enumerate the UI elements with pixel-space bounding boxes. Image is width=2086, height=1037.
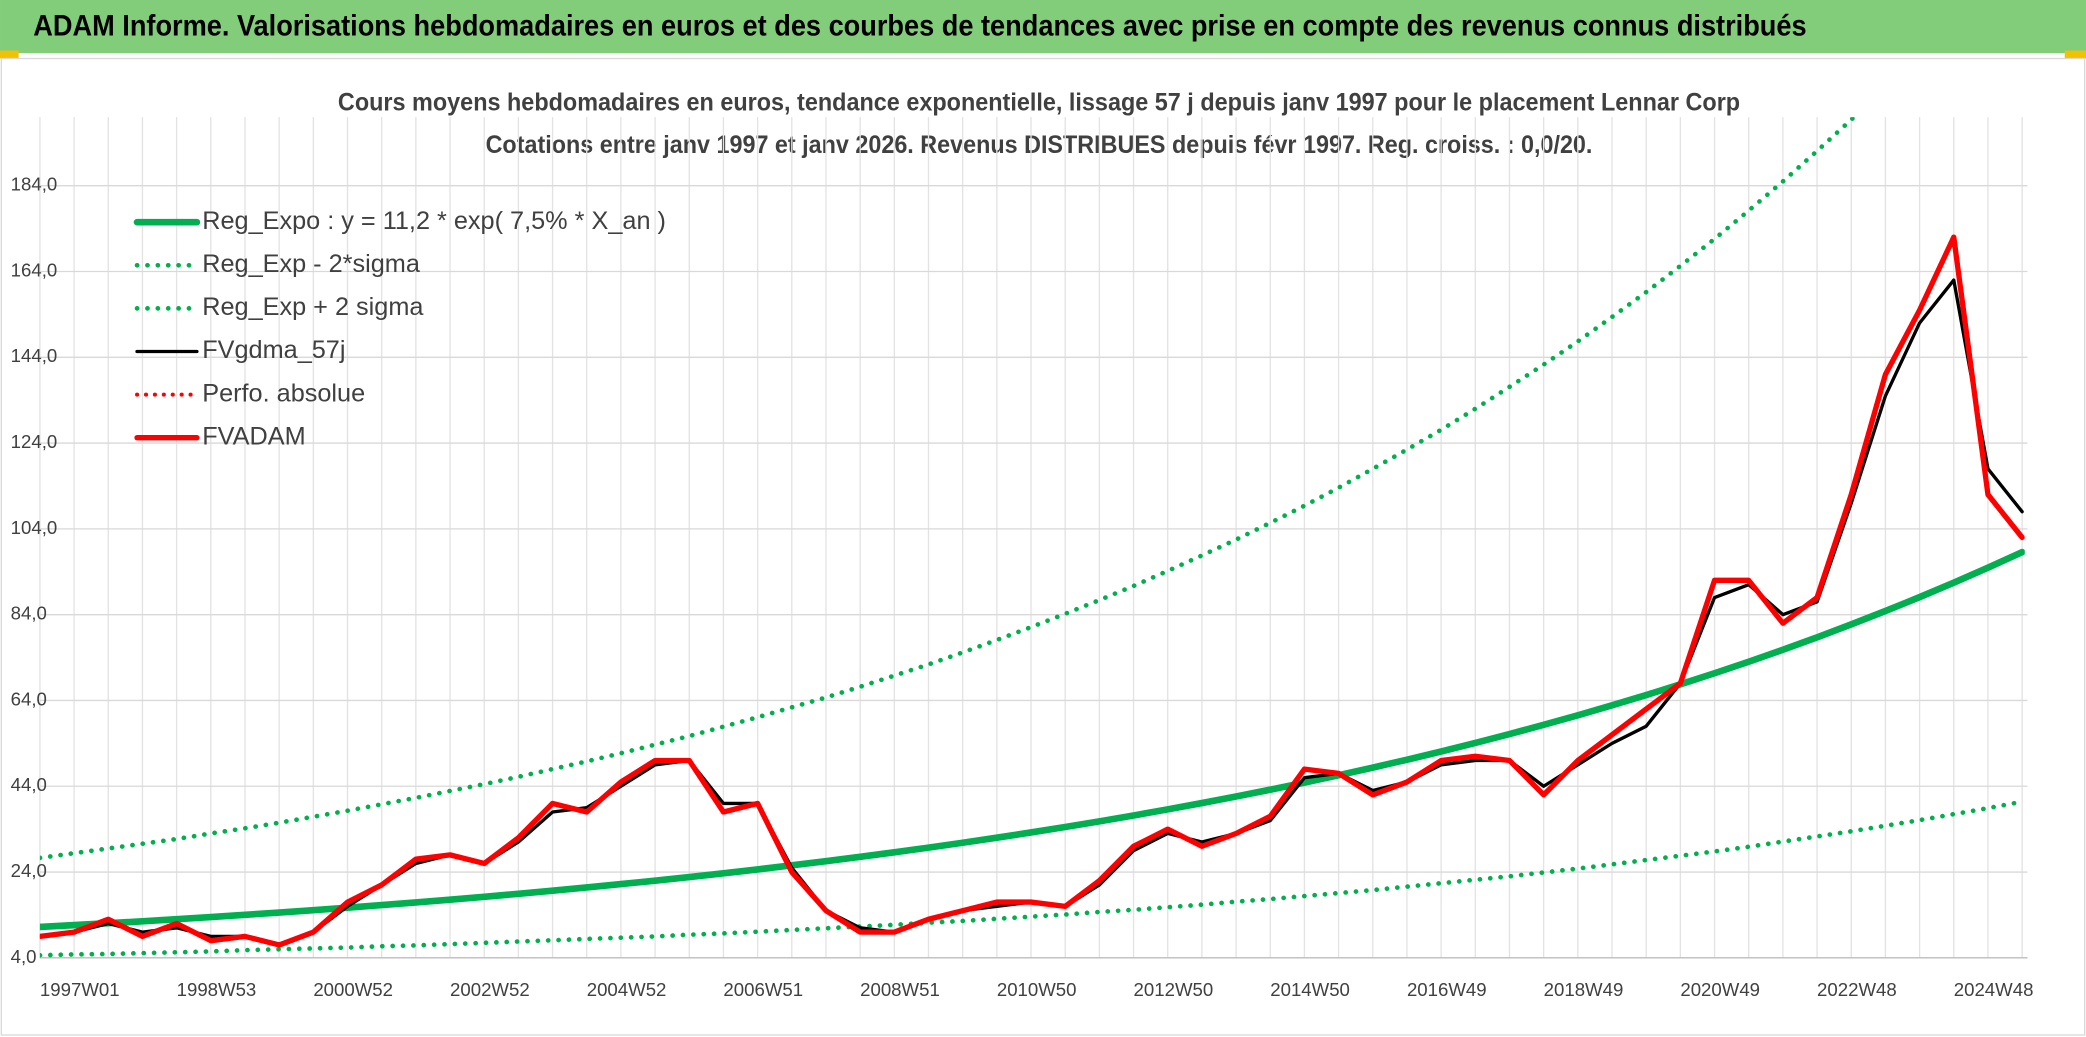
y-tick-label: 24,0: [11, 860, 47, 881]
x-tick-label: 2002W52: [450, 979, 530, 1000]
legend-label: FVgdma_57j: [202, 336, 345, 364]
x-tick-label: 1998W53: [177, 979, 257, 1000]
x-tick-label: 2014W50: [1270, 979, 1350, 1000]
header-bar: [0, 0, 2086, 54]
chart-frame: [0, 57, 2086, 1036]
y-tick-label: 64,0: [11, 688, 47, 709]
x-tick-label: 2008W51: [860, 979, 940, 1000]
x-tick-label: 2004W52: [587, 979, 667, 1000]
y-tick-label: 4,0: [11, 946, 37, 967]
grid: [39, 117, 2028, 959]
x-tick-label: 2006W51: [723, 979, 803, 1000]
y-tick-label: 164,0: [11, 259, 58, 280]
chart-title: Cours moyens hebdomadaires en euros, ten…: [338, 88, 1740, 116]
plot-area: [39, 117, 2025, 958]
chart-subtitle: Cotations entre janv 1997 et janv 2026. …: [486, 131, 1593, 159]
y-tick-label: 124,0: [11, 431, 58, 452]
x-tick-label: 2020W49: [1680, 979, 1760, 1000]
legend-label: Reg_Exp + 2 sigma: [202, 293, 424, 321]
x-tick-label: 2012W50: [1134, 979, 1214, 1000]
legend-label: FVADAM: [202, 422, 305, 450]
y-tick-label: 104,0: [11, 517, 58, 538]
legend-label: Perfo. absolue: [202, 379, 365, 407]
corner: [0, 50, 19, 59]
legend: Reg_Expo : y = 11,2 * exp( 7,5% * X_an )…: [133, 207, 666, 450]
series-line: [39, 117, 1858, 861]
y-tick-label: 144,0: [11, 345, 58, 366]
x-tick-label: 1997W01: [40, 979, 120, 1000]
x-tick-label: 2024W48: [1954, 979, 2034, 1000]
page-title: ADAM Informe. Valorisations hebdomadaire…: [33, 11, 1806, 43]
y-tick-label: 84,0: [11, 603, 47, 624]
axis-labels: 4,0 24,0 44,0 64,0 84,0 104,0 124,0 144,0 164,0 1…: [11, 174, 2034, 1000]
series-line: [39, 548, 2025, 931]
x-tick-label: 2018W49: [1544, 979, 1624, 1000]
x-tick-label: 2000W52: [313, 979, 393, 1000]
x-tick-label: 2010W50: [997, 979, 1077, 1000]
x-tick-label: 2022W48: [1817, 979, 1897, 1000]
y-tick-label: 184,0: [11, 174, 58, 195]
y-tick-label: 44,0: [11, 774, 47, 795]
corner: [2064, 50, 2086, 59]
x-tick-label: 2016W49: [1407, 979, 1487, 1000]
series-line: [39, 799, 2025, 958]
series-line: [39, 234, 2025, 948]
legend-label: Reg_Expo : y = 11,2 * exp( 7,5% * X_an ): [202, 207, 666, 235]
legend-label: Reg_Exp - 2*sigma: [202, 250, 421, 278]
